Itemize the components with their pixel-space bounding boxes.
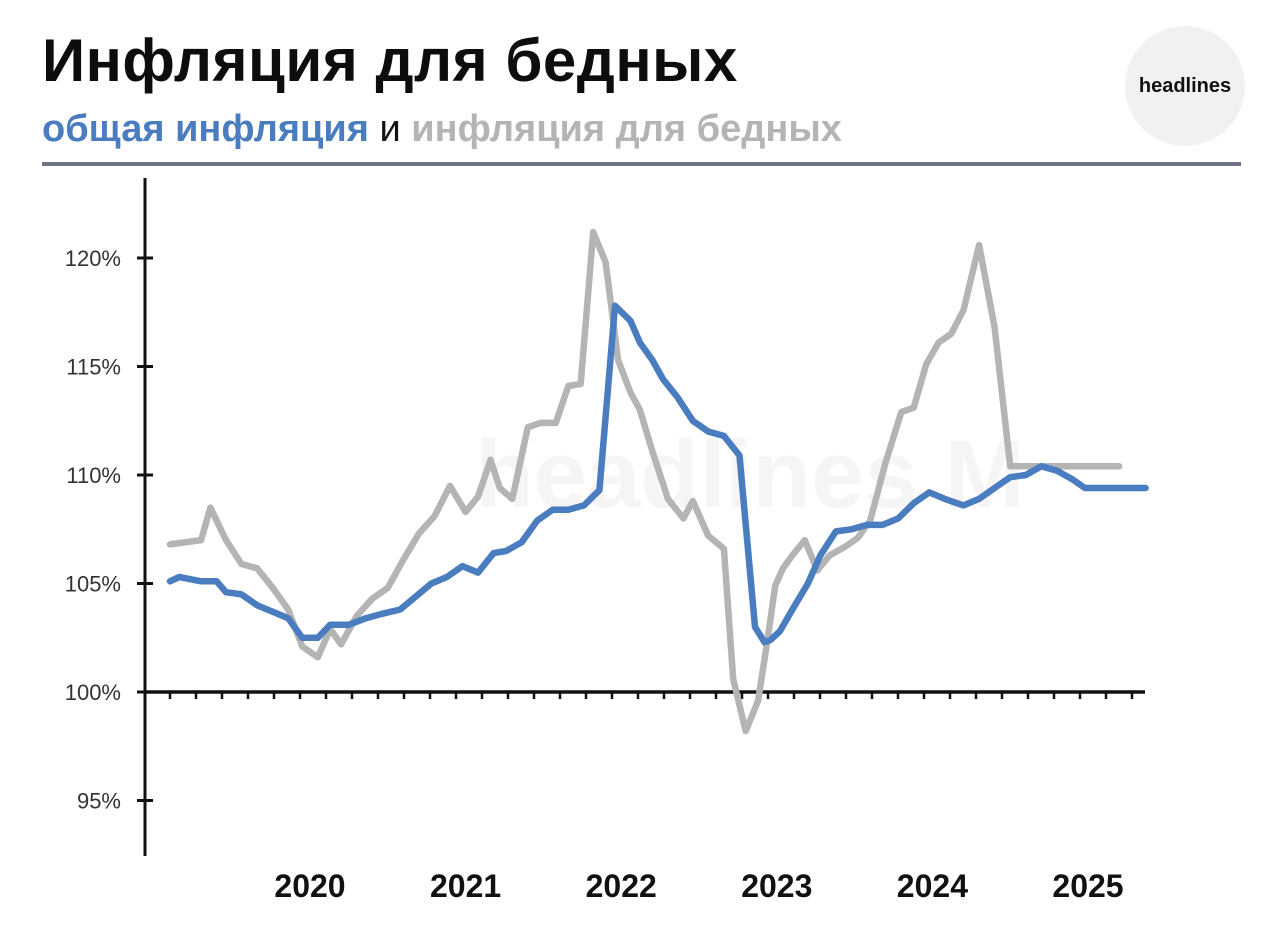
y-tick-label: 115% bbox=[66, 355, 121, 380]
legend-general-label: общая инфляция bbox=[42, 108, 369, 150]
y-tick-label: 105% bbox=[65, 572, 121, 597]
headlines-logo: headlines bbox=[1125, 26, 1245, 146]
x-tick-label: 2021 bbox=[430, 868, 501, 904]
x-tick-label: 2024 bbox=[897, 868, 968, 904]
x-tick-label: 2023 bbox=[741, 868, 812, 904]
logo-text: headlines bbox=[1138, 74, 1232, 97]
series-line-poor bbox=[166, 228, 1123, 735]
y-tick-label: 100% bbox=[65, 680, 121, 705]
legend-conjunction: и bbox=[379, 108, 401, 150]
header-divider bbox=[42, 162, 1241, 166]
chart-subtitle: общая инфляция и инфляция для бедных bbox=[42, 108, 842, 152]
x-tick-label: 2025 bbox=[1052, 868, 1123, 904]
x-tick-label: 2020 bbox=[274, 868, 345, 904]
y-tick-label: 110% bbox=[66, 463, 121, 488]
legend-poor-label: инфляция для бедных bbox=[411, 108, 842, 150]
y-tick-label: 120% bbox=[65, 246, 121, 271]
series-line-general bbox=[166, 302, 1149, 646]
x-tick-label: 2022 bbox=[586, 868, 657, 904]
y-tick-label: 95% bbox=[77, 789, 121, 814]
page-title: Инфляция для бедных bbox=[42, 27, 738, 94]
